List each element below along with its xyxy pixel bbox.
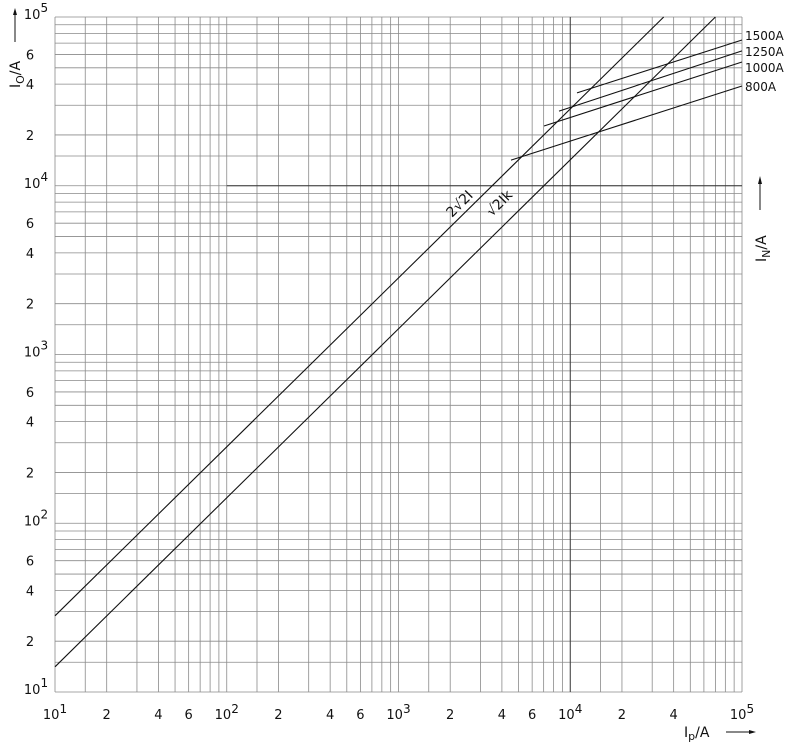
- series-line-1250a: [558, 50, 743, 112]
- x-tick-label: 4: [498, 708, 506, 723]
- series-line-2ik: [54, 16, 716, 668]
- series-label-1250a: 1250A: [745, 45, 785, 59]
- y-tick-label: 6: [26, 217, 34, 232]
- curve-label-2sqrt2i: 2√2I: [444, 188, 477, 221]
- series-line-1500a: [576, 39, 743, 94]
- x-tick-label: 6: [356, 708, 364, 723]
- y-tick-label: 2: [26, 466, 34, 481]
- svg-text:IO/A: IO/A: [8, 60, 27, 88]
- series-label-800a: 800A: [745, 80, 777, 94]
- y2-axis-label: IN/A: [754, 235, 773, 262]
- x-tick-label: 101: [43, 702, 67, 723]
- series-line-800a: [510, 85, 743, 161]
- y-tick-label: 6: [26, 386, 34, 401]
- x-axis-arrowhead: [749, 730, 756, 734]
- y-tick-label: 4: [26, 584, 34, 599]
- x-tick-label: 102: [215, 702, 239, 723]
- x-tick-label: 105: [730, 702, 754, 723]
- x-tick-label: 4: [154, 708, 162, 723]
- y-tick-label: 4: [26, 416, 34, 431]
- series-line-22i: [54, 16, 665, 617]
- curves: [54, 16, 743, 668]
- x-tick-label: 6: [528, 708, 536, 723]
- x-tick-label: 2: [618, 708, 626, 723]
- y-tick-label: 103: [24, 339, 48, 361]
- y-tick-label: 2: [26, 635, 34, 650]
- x-tick-labels: 101 2 4 6 102 2 4 6 103 2 4 6 104 2 4 105: [43, 702, 754, 723]
- series-line-1000a: [543, 61, 743, 127]
- y-tick-label: 102: [24, 507, 48, 529]
- x-tick-label: 2: [274, 708, 282, 723]
- y-axis-arrowhead: [13, 8, 17, 15]
- y-tick-label: 6: [26, 48, 34, 63]
- y-tick-label: 6: [26, 555, 34, 570]
- series-label-1500a: 1500A: [745, 29, 785, 43]
- x-tick-label: 2: [446, 708, 454, 723]
- y-tick-label: 2: [26, 129, 34, 144]
- y-tick-label: 4: [26, 247, 34, 262]
- x-tick-label: 2: [103, 708, 111, 723]
- x-tick-label: 4: [326, 708, 334, 723]
- y2-axis-arrowhead: [758, 176, 762, 184]
- series-label: √2Ik: [484, 187, 517, 220]
- x-tick-label: 104: [558, 702, 582, 723]
- x-tick-label: 103: [386, 702, 410, 723]
- series-label: 2√2I: [444, 188, 477, 221]
- y-tick-label: 4: [26, 78, 34, 93]
- x-tick-label: 4: [670, 708, 678, 723]
- svg-text:IN/A: IN/A: [754, 235, 773, 262]
- x-axis-label: Ip/A: [684, 725, 710, 742]
- curve-label-sqrt2ik: √2Ik: [484, 187, 517, 220]
- y-tick-label: 2: [26, 298, 34, 313]
- y-tick-label: 101: [24, 676, 48, 698]
- grid: [54, 16, 743, 693]
- y-tick-label: 105: [24, 1, 48, 23]
- x-tick-label: 6: [185, 708, 193, 723]
- y-axis-label: IO/A: [8, 60, 27, 88]
- series-label-1000a: 1000A: [745, 61, 785, 75]
- y-tick-label: 104: [24, 170, 48, 192]
- y-tick-labels: 101 2 4 6 102 2 4 6 103 2 4 6 104 2 4 6 105: [24, 1, 48, 698]
